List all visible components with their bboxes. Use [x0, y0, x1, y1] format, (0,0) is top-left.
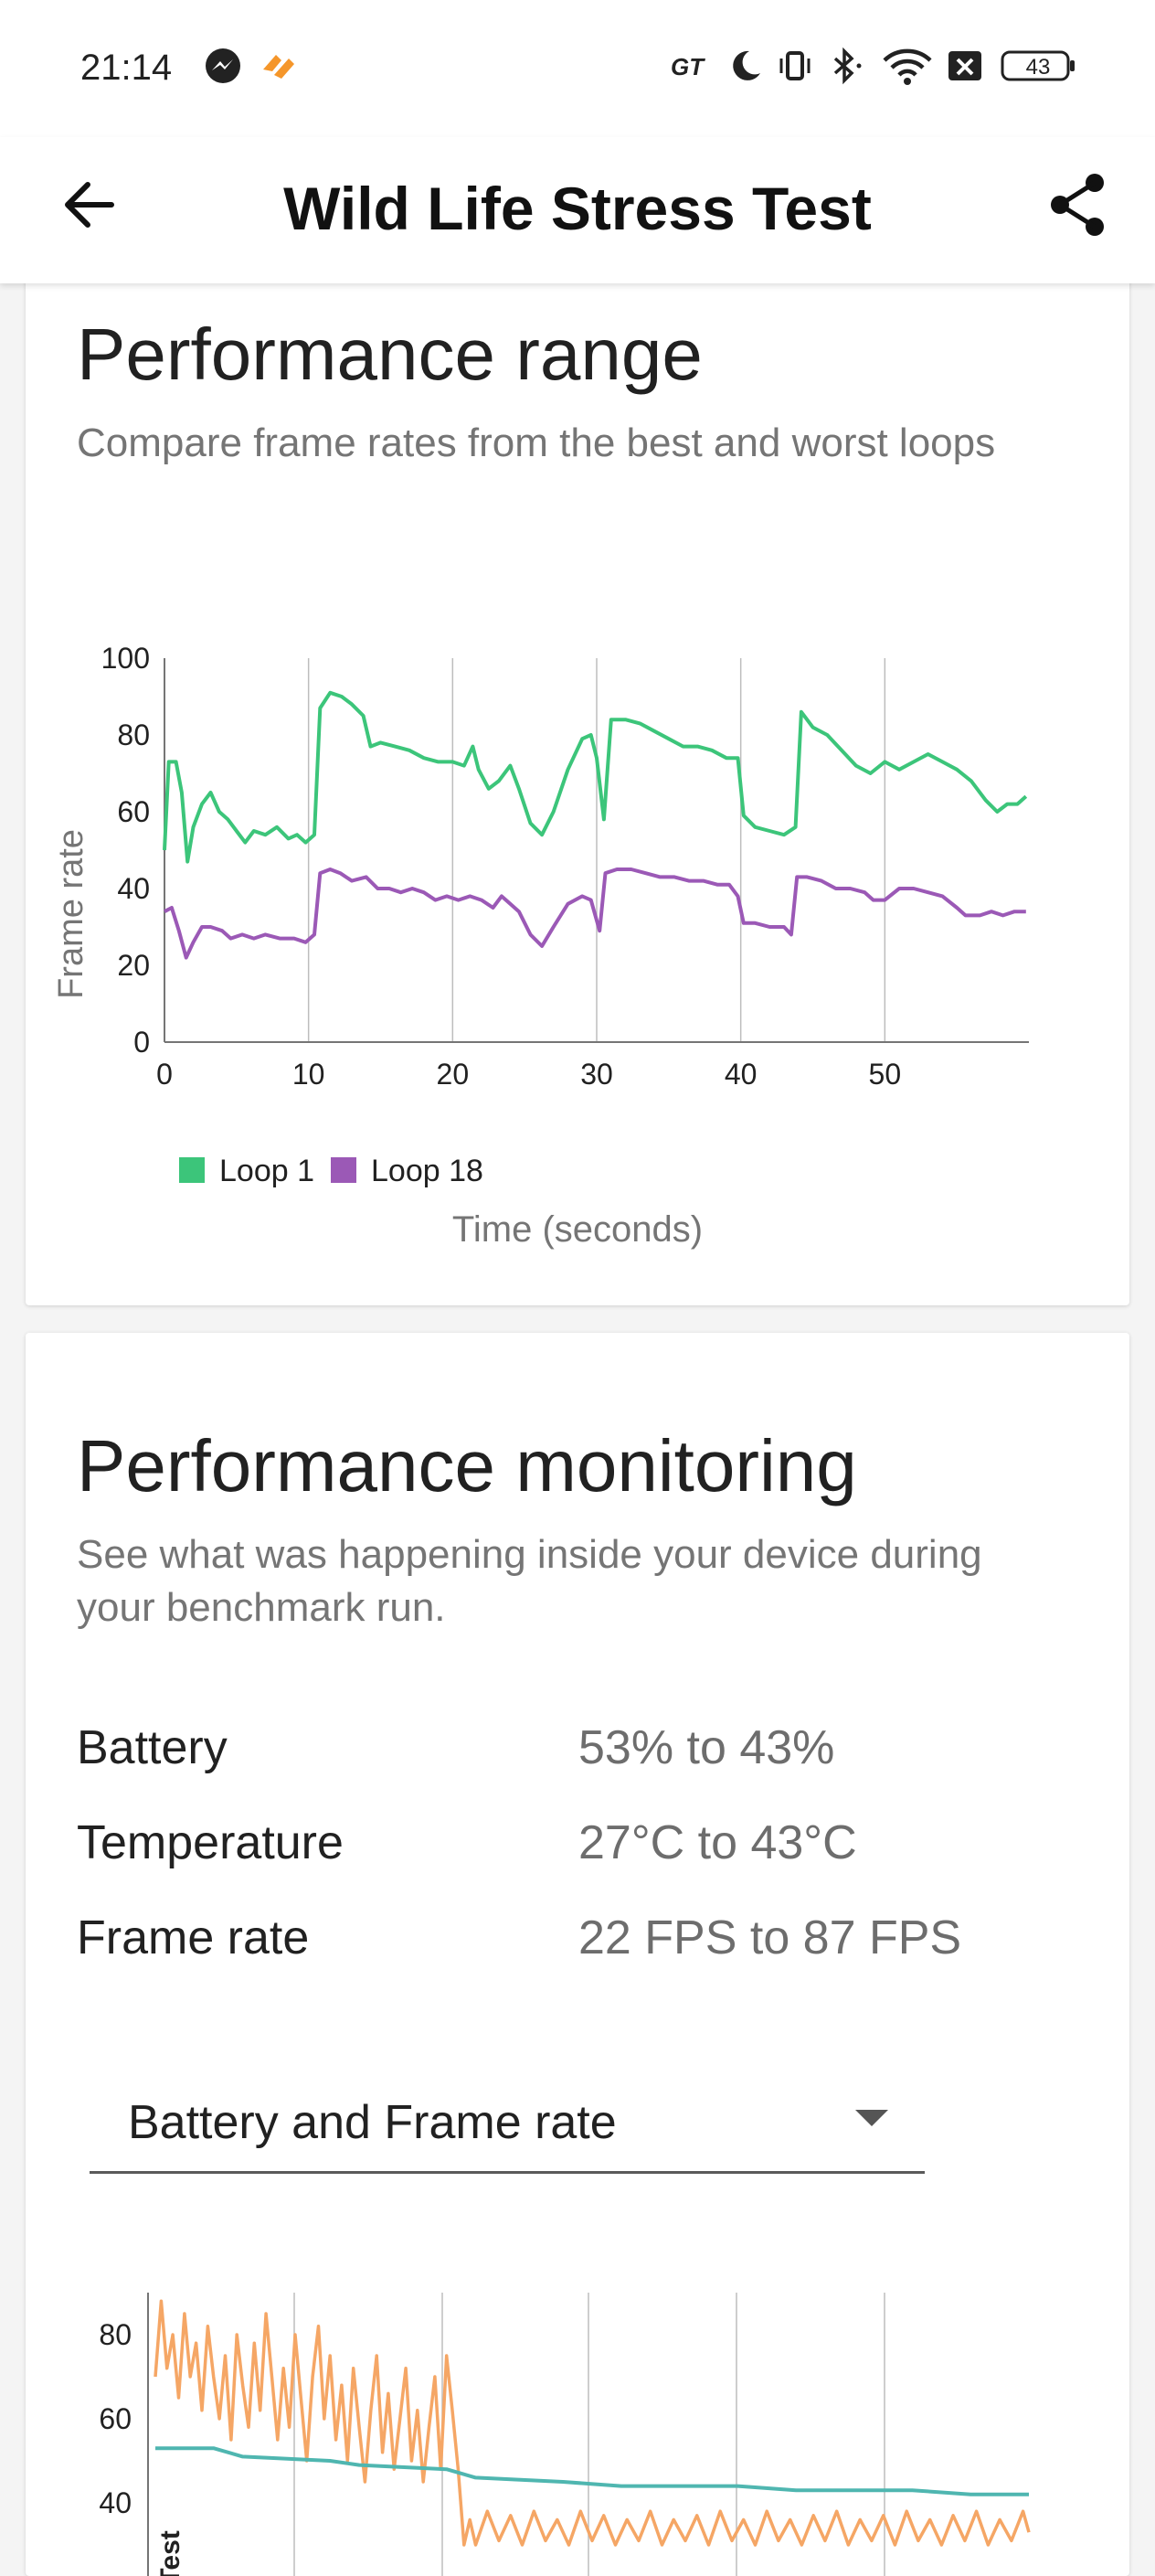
- performance-monitoring-title: Performance monitoring: [77, 1425, 857, 1506]
- y-tick-label: 80: [117, 719, 150, 751]
- x-tick-label: 10: [292, 1058, 325, 1091]
- status-bar: 21:14 GT 43: [0, 0, 1155, 137]
- legend-swatch-loop-1: [179, 1157, 205, 1183]
- vibrate-icon: [779, 51, 811, 80]
- legend-label-loop-1: Loop 1: [219, 1154, 314, 1188]
- stat-label-battery: Battery: [77, 1721, 228, 1774]
- page-title: Wild Life Stress Test: [283, 175, 872, 242]
- status-time: 21:14: [80, 48, 173, 88]
- do-not-disturb-moon-icon: [733, 50, 760, 80]
- app-notification-icon: [263, 55, 294, 79]
- battery-icon: [1001, 50, 1075, 81]
- series-line-frame-rate: [154, 2299, 1031, 2547]
- stat-value-frame-rate: 22 FPS to 87 FPS: [578, 1911, 962, 1964]
- chart-legend: Loop 1 Loop 18: [179, 1154, 483, 1188]
- back-arrow-icon[interactable]: [57, 172, 122, 238]
- performance-range-card: Performance range Compare frame rates fr…: [26, 274, 1129, 1305]
- y-tick-label: 0: [133, 1026, 150, 1059]
- performance-monitoring-chart: 80 60 40 tress Test: [99, 2293, 1031, 2576]
- wifi-icon: [883, 48, 932, 85]
- performance-monitoring-subtitle: See what was happening inside your devic…: [77, 1532, 982, 1630]
- x-axis-label: Time (seconds): [452, 1209, 703, 1250]
- app-bar: Wild Life Stress Test: [0, 137, 1155, 283]
- performance-range-subtitle: Compare frame rates from the best and wo…: [77, 420, 996, 465]
- sim-x-icon: [948, 51, 981, 80]
- x-tick-label: 50: [869, 1058, 902, 1091]
- chart-vertical-label: tress Test: [155, 2530, 185, 2576]
- svg-text:GT: GT: [671, 53, 705, 80]
- y-tick-label: 40: [99, 2486, 132, 2519]
- legend-swatch-loop-18: [331, 1157, 356, 1183]
- dropdown-selected-value: Battery and Frame rate: [128, 2096, 617, 2149]
- performance-monitoring-card: Performance monitoring See what was happ…: [26, 1333, 1129, 2576]
- bluetooth-icon: [833, 47, 862, 85]
- x-tick-label: 0: [156, 1058, 173, 1091]
- gt-mode-icon: GT: [671, 53, 705, 80]
- y-tick-label: 20: [117, 949, 150, 982]
- y-tick-label: 60: [117, 795, 150, 828]
- series-line-loop-18: [164, 868, 1026, 960]
- series-line-battery: [155, 2446, 1029, 2496]
- x-tick-label: 40: [725, 1058, 758, 1091]
- stat-label-temperature: Temperature: [77, 1816, 344, 1869]
- y-tick-label: 100: [101, 642, 150, 675]
- share-icon[interactable]: [1042, 168, 1115, 241]
- stat-value-battery: 53% to 43%: [578, 1721, 835, 1774]
- y-axis-label: Frame rate: [52, 829, 90, 999]
- x-tick-label: 20: [437, 1058, 470, 1091]
- stat-value-temperature: 27°C to 43°C: [578, 1816, 857, 1869]
- dropdown-arrow-icon[interactable]: [855, 2110, 888, 2126]
- messenger-icon: [206, 48, 240, 83]
- y-tick-label: 60: [99, 2402, 132, 2435]
- chart-type-dropdown[interactable]: Battery and Frame rate: [90, 2062, 925, 2174]
- performance-range-chart: 0 10 20 30 40 50 0 20 40 60 80 100 Frame rate Loop …: [52, 642, 1029, 1250]
- series-line-loop-1: [163, 690, 1028, 864]
- y-tick-label: 80: [99, 2318, 132, 2351]
- legend-label-loop-18: Loop 18: [371, 1154, 483, 1188]
- x-tick-label: 30: [580, 1058, 613, 1091]
- performance-range-title: Performance range: [77, 314, 703, 395]
- battery-level: 43: [1025, 55, 1051, 80]
- y-tick-label: 40: [117, 872, 150, 905]
- stat-label-frame-rate: Frame rate: [77, 1911, 310, 1964]
